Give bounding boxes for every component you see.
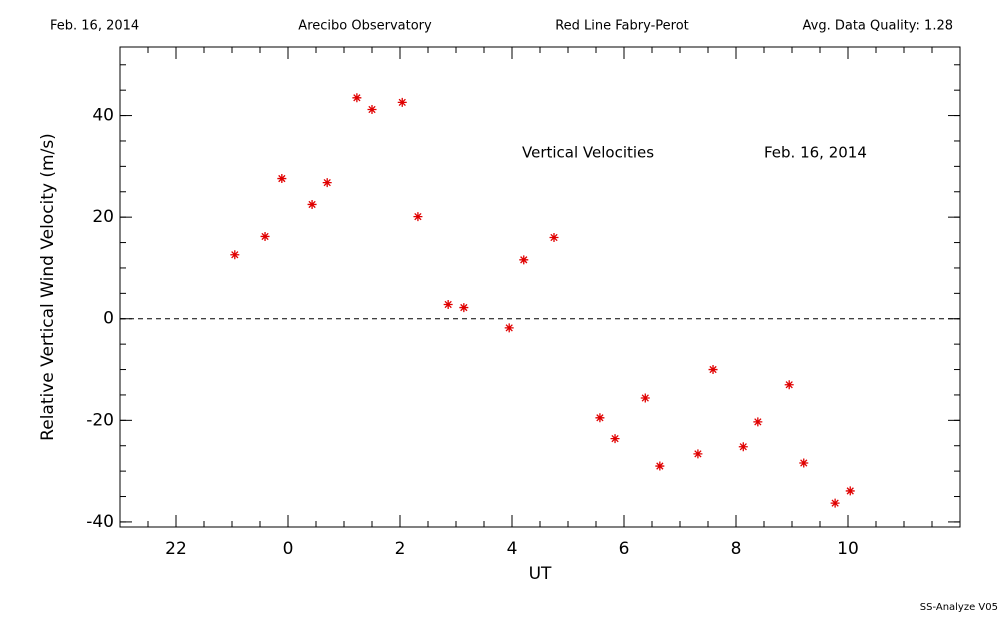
header-site: Arecibo Observatory xyxy=(298,19,432,34)
data-point xyxy=(693,449,703,459)
header-instrument: Red Line Fabry-Perot xyxy=(555,19,689,34)
y-tick-label: 0 xyxy=(103,309,114,329)
annotation: Feb. 16, 2014 xyxy=(764,144,867,162)
footer: SS-Analyze V05 xyxy=(920,602,998,613)
header-date: Feb. 16, 2014 xyxy=(50,19,139,34)
data-point xyxy=(784,380,794,390)
data-point xyxy=(413,212,423,222)
data-point xyxy=(367,104,377,114)
y-tick-label: -40 xyxy=(86,512,114,532)
data-point xyxy=(549,232,559,242)
data-point xyxy=(655,461,665,471)
data-point xyxy=(519,255,529,265)
y-tick-label: -20 xyxy=(86,410,114,430)
header-quality: Avg. Data Quality: 1.28 xyxy=(803,19,953,34)
x-axis-label: UT xyxy=(529,564,552,584)
y-tick-label: 40 xyxy=(92,106,114,126)
data-point xyxy=(830,498,840,508)
x-tick-label: 6 xyxy=(619,539,630,559)
data-point xyxy=(397,97,407,107)
x-tick-label: 2 xyxy=(395,539,406,559)
y-tick-label: 20 xyxy=(92,207,114,227)
data-point xyxy=(799,458,809,468)
data-point xyxy=(352,93,362,103)
x-tick-label: 22 xyxy=(165,539,187,559)
data-point xyxy=(443,300,453,310)
x-tick-label: 8 xyxy=(731,539,742,559)
data-point xyxy=(230,250,240,260)
x-tick-label: 0 xyxy=(283,539,294,559)
data-point xyxy=(753,417,763,427)
y-axis-label: Relative Vertical Wind Velocity (m/s) xyxy=(38,133,58,441)
data-point xyxy=(738,442,748,452)
data-point xyxy=(260,231,270,241)
data-point xyxy=(459,303,469,313)
data-point xyxy=(640,393,650,403)
data-point xyxy=(504,323,514,333)
data-point xyxy=(845,486,855,496)
data-point xyxy=(610,434,620,444)
data-point xyxy=(708,365,718,375)
data-point xyxy=(307,199,317,209)
x-tick-label: 10 xyxy=(837,539,859,559)
plot-frame xyxy=(119,46,961,528)
data-point xyxy=(595,413,605,423)
data-point xyxy=(277,174,287,184)
x-tick-label: 4 xyxy=(507,539,518,559)
data-point xyxy=(322,178,332,188)
annotation: Vertical Velocities xyxy=(522,144,654,162)
